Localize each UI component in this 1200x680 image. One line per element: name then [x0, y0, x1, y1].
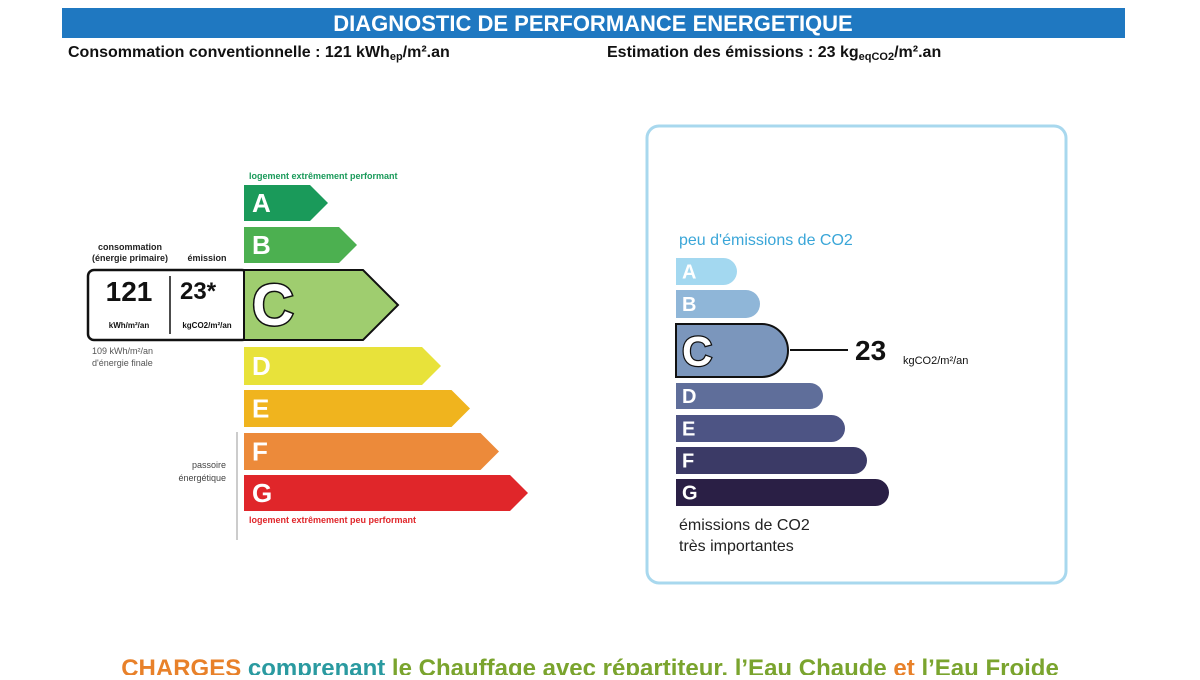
consumption-text: Consommation conventionnelle : 121 kWh: [68, 44, 390, 61]
passoire: passoire: [192, 460, 226, 470]
climate-label: peu d'émissions de CO2 émissions de CO2 …: [645, 124, 1068, 585]
class-arrow: [244, 227, 357, 263]
class-arrow: [244, 347, 441, 385]
class-letter: A: [682, 262, 696, 284]
footer-part: CHARGES: [121, 655, 241, 675]
class-arrow: [243, 269, 400, 341]
consumption-unit: /m².an: [403, 44, 450, 61]
class-bar: [676, 479, 889, 506]
class-bar: [676, 290, 760, 318]
emission-unit: kgCO2/m²/an: [182, 321, 231, 330]
class-bar: [676, 447, 867, 474]
unit: kgCO2/m²/an: [903, 355, 968, 367]
final-energy: 109 kWh/m²/an: [92, 346, 153, 356]
class-bar: [675, 323, 789, 378]
class-bar: [676, 415, 845, 442]
class-letter: F: [252, 437, 268, 467]
class-letter: E: [682, 419, 695, 441]
class-arrow: [244, 185, 328, 221]
footer-part: le Chauffage avec répartiteur, l’Eau Cha…: [392, 655, 887, 675]
class-arrow: [244, 390, 470, 427]
class-arrow: [244, 475, 528, 511]
top-note: logement extrêmement performant: [249, 171, 398, 181]
energy-label: logement extrêmement performant logement…: [86, 171, 528, 540]
footer-part: l’Eau Froide: [921, 655, 1058, 675]
class-letter: B: [682, 294, 696, 316]
class-letter: D: [252, 351, 271, 381]
class-arrow: [244, 433, 499, 470]
emissions-text: Estimation des émissions : 23 kg: [607, 44, 859, 61]
class-letter: C: [682, 328, 712, 375]
class-letter: F: [682, 451, 694, 473]
footer: CHARGES comprenant le Chauffage avec rép…: [121, 655, 1059, 675]
emissions-summary: Estimation des émissions : 23 kgeqCO2/m²…: [607, 44, 941, 63]
passoire: énergétique: [178, 473, 226, 483]
class-letter: A: [252, 188, 271, 218]
class-letter: E: [252, 394, 269, 424]
consumption-sub: ep: [390, 51, 403, 63]
emissions-unit: /m².an: [894, 44, 941, 61]
consumption-unit: kWh/m²/an: [109, 321, 150, 330]
bottom-note: logement extrêmement peu performant: [249, 515, 416, 525]
header-bar: [62, 8, 1125, 38]
final-energy: d'énergie finale: [92, 358, 153, 368]
emission-header: émission: [187, 253, 226, 263]
bottom-note: émissions de CO2: [679, 517, 810, 534]
emission-value: 23*: [180, 278, 217, 305]
emissions-sub: eqCO2: [859, 51, 894, 63]
value: 23: [855, 335, 886, 366]
class-letter: G: [252, 478, 272, 508]
bottom-note: très importantes: [679, 538, 794, 555]
consumption-value: 121: [106, 276, 153, 307]
class-bar: [676, 383, 823, 409]
class-bar: [676, 258, 737, 285]
class-letter: G: [682, 483, 698, 505]
class-letter: B: [252, 230, 271, 260]
footer-part: comprenant: [248, 655, 385, 675]
consumption-header: (énergie primaire): [92, 253, 168, 263]
footer-part: et: [893, 655, 914, 675]
class-letter: D: [682, 386, 696, 408]
title: DIAGNOSTIC DE PERFORMANCE ENERGETIQUE: [333, 11, 852, 36]
consumption-summary: Consommation conventionnelle : 121 kWhep…: [68, 44, 450, 63]
consumption-header: consommation: [98, 242, 162, 252]
top-note: peu d'émissions de CO2: [679, 232, 853, 249]
class-letter: C: [252, 273, 294, 338]
